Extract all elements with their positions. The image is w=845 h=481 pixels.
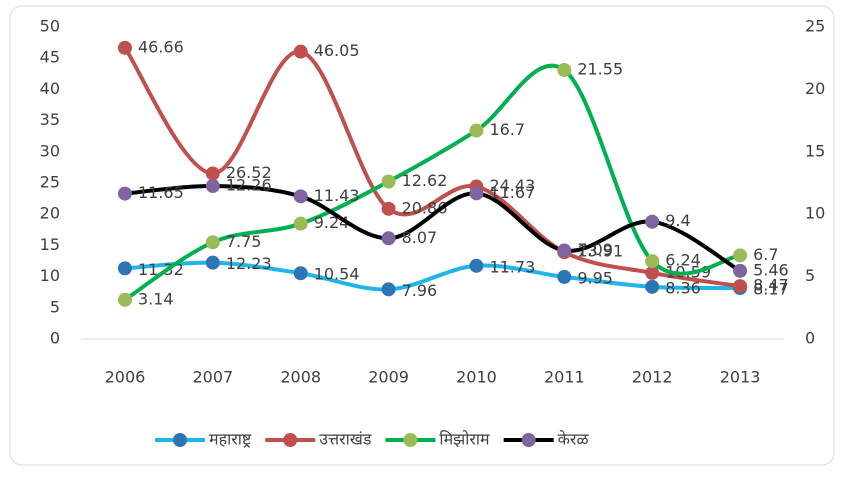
legend-marker: [173, 433, 187, 447]
marker: [205, 235, 220, 250]
data-label: 26.52: [226, 163, 272, 182]
data-label: 6.24: [665, 251, 701, 270]
marker: [293, 189, 308, 204]
data-label: 8.07: [402, 228, 438, 247]
marker: [205, 166, 220, 181]
y2-tick-label: 10: [805, 204, 825, 223]
y-tick-label: 10: [40, 266, 60, 285]
marker: [293, 216, 308, 231]
marker: [205, 178, 220, 193]
data-label: 7.75: [226, 232, 262, 251]
marker: [557, 63, 572, 78]
y2-tick-label: 15: [805, 141, 825, 160]
legend-label: उत्तराखंड: [319, 430, 372, 449]
marker: [381, 282, 396, 297]
y-tick-label: 45: [40, 48, 60, 67]
marker: [557, 243, 572, 258]
marker: [381, 201, 396, 216]
legend-label: महाराष्ट्र: [209, 430, 252, 449]
marker: [469, 258, 484, 273]
x-tick-label: 2013: [720, 368, 761, 387]
marker: [205, 255, 220, 270]
y-tick-label: 30: [40, 141, 60, 160]
data-label: 8.17: [753, 280, 789, 299]
data-label: 7.96: [402, 281, 438, 300]
data-label: 11.65: [138, 183, 184, 202]
data-label: 8.47: [753, 276, 789, 295]
marker: [469, 123, 484, 138]
data-label: 11.67: [489, 183, 535, 202]
data-label: 9.4: [665, 211, 690, 230]
y2-tick-label: 25: [805, 17, 825, 36]
data-label: 46.05: [314, 41, 360, 60]
marker: [117, 292, 132, 307]
marker: [733, 279, 748, 294]
data-label: 12.26: [226, 175, 272, 194]
y-tick-label: 35: [40, 110, 60, 129]
marker: [117, 186, 132, 201]
legend-marker: [283, 433, 298, 447]
marker: [381, 231, 396, 246]
series-line: [122, 63, 743, 302]
data-label: 9.95: [577, 268, 613, 287]
marker: [557, 269, 572, 284]
x-tick-label: 2010: [456, 368, 497, 387]
y2-tick-label: 5: [805, 266, 815, 285]
marker: [733, 263, 748, 278]
marker: [733, 248, 748, 263]
data-label: 5.46: [753, 260, 789, 279]
marker: [293, 44, 308, 59]
data-label: 12.23: [226, 254, 272, 273]
marker: [381, 174, 396, 189]
y-tick-label: 0: [50, 329, 60, 348]
x-tick-label: 2009: [368, 368, 409, 387]
marker: [117, 261, 132, 276]
data-label: 11.73: [489, 257, 535, 276]
marker: [293, 266, 308, 281]
x-tick-label: 2008: [280, 368, 321, 387]
series-line: [122, 260, 743, 292]
data-label: 10.54: [314, 265, 360, 284]
marker: [645, 254, 660, 269]
y2-tick-label: 0: [805, 329, 815, 348]
data-label: 46.66: [138, 37, 184, 56]
data-label: 7.09: [577, 240, 613, 259]
data-label: 16.7: [489, 120, 525, 139]
legend-label: मिझोराम: [439, 430, 490, 449]
data-label: 12.62: [402, 171, 448, 190]
y-tick-label: 25: [40, 173, 60, 192]
x-tick-label: 2012: [632, 368, 673, 387]
marker: [645, 279, 660, 294]
y2-tick-label: 20: [805, 79, 825, 98]
y-tick-label: 20: [40, 204, 60, 223]
x-tick-label: 2007: [192, 368, 233, 387]
data-label: 24.43: [489, 176, 535, 195]
x-tick-label: 2006: [105, 368, 146, 387]
y-tick-label: 50: [40, 17, 60, 36]
y-tick-label: 5: [50, 297, 60, 316]
y-tick-label: 15: [40, 235, 60, 254]
chart-border: [9, 5, 835, 466]
x-tick-label: 2011: [544, 368, 585, 387]
marker: [645, 265, 660, 280]
legend-marker: [521, 433, 536, 447]
legend-label: केरळ: [558, 430, 590, 449]
marker: [117, 40, 132, 55]
y-tick-label: 40: [40, 79, 60, 98]
legend-marker: [403, 433, 418, 447]
data-label: 11.43: [314, 186, 360, 205]
data-label: 3.14: [138, 289, 174, 308]
marker: [645, 214, 660, 229]
data-label: 6.7: [753, 245, 778, 264]
data-label: 8.36: [665, 278, 701, 297]
marker: [469, 186, 484, 201]
data-label: 21.55: [577, 60, 623, 79]
